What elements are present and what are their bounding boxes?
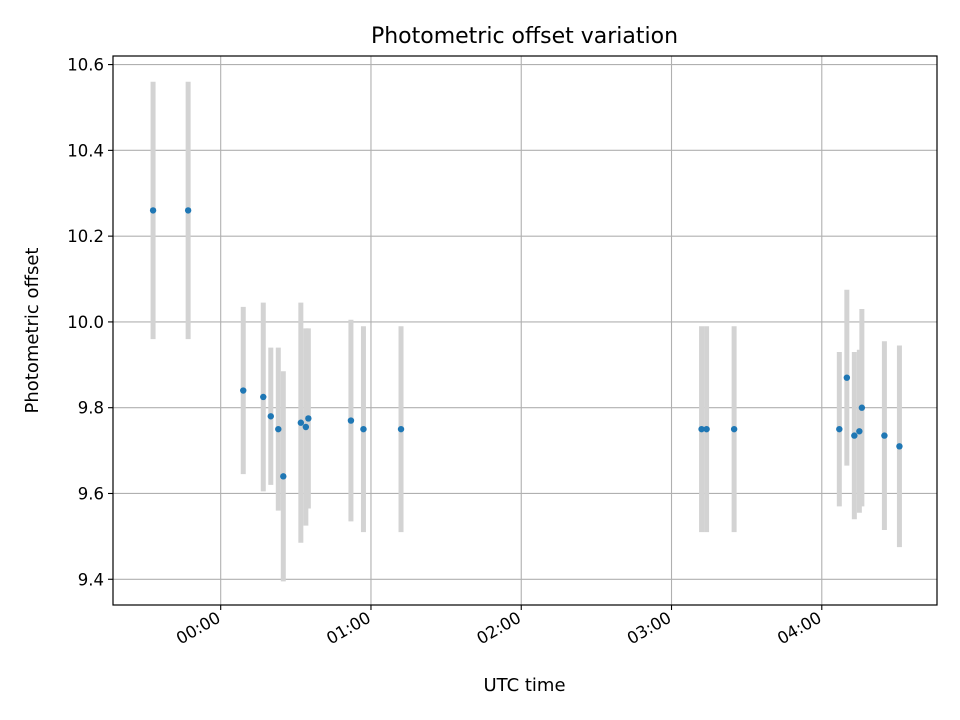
data-points bbox=[149, 207, 903, 480]
y-tick-label: 10.0 bbox=[67, 313, 104, 332]
y-tick-label: 9.4 bbox=[78, 570, 104, 589]
data-point bbox=[896, 443, 903, 450]
plot-frame bbox=[112, 55, 938, 606]
y-tick-label: 10.2 bbox=[67, 227, 104, 246]
data-point bbox=[858, 404, 866, 411]
data-point bbox=[703, 425, 710, 433]
y-tick-label: 9.6 bbox=[78, 484, 104, 503]
data-point bbox=[843, 374, 851, 381]
data-point bbox=[297, 419, 305, 426]
data-point bbox=[836, 425, 843, 433]
data-point bbox=[698, 425, 705, 433]
data-point bbox=[149, 207, 157, 214]
y-axis-label: Photometric offset bbox=[22, 248, 43, 414]
data-point bbox=[851, 432, 858, 439]
y-tick-label: 9.8 bbox=[78, 399, 104, 418]
data-point bbox=[240, 387, 247, 394]
data-point bbox=[305, 415, 312, 422]
data-point bbox=[280, 473, 287, 480]
data-point bbox=[881, 432, 888, 439]
x-axis-label: UTC time bbox=[483, 675, 565, 696]
data-point bbox=[184, 207, 192, 214]
grid bbox=[113, 56, 937, 605]
data-point bbox=[347, 417, 355, 424]
data-point bbox=[260, 393, 267, 401]
data-point bbox=[360, 425, 367, 433]
y-tick-label: 10.4 bbox=[67, 141, 104, 160]
data-point bbox=[856, 428, 863, 435]
chart-title: Photometric offset variation bbox=[371, 24, 678, 49]
data-point bbox=[267, 413, 274, 420]
data-point bbox=[302, 423, 310, 431]
data-point bbox=[275, 425, 282, 433]
data-point bbox=[730, 425, 738, 433]
y-tick-label: 10.6 bbox=[67, 56, 104, 75]
data-point bbox=[397, 425, 405, 433]
